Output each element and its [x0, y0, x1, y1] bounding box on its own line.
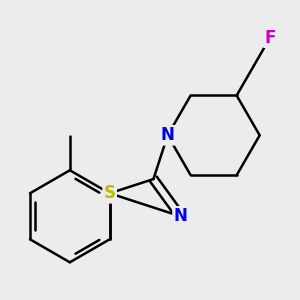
Text: N: N — [161, 126, 175, 144]
Text: F: F — [264, 29, 276, 47]
Text: S: S — [104, 184, 116, 202]
Text: N: N — [173, 207, 188, 225]
